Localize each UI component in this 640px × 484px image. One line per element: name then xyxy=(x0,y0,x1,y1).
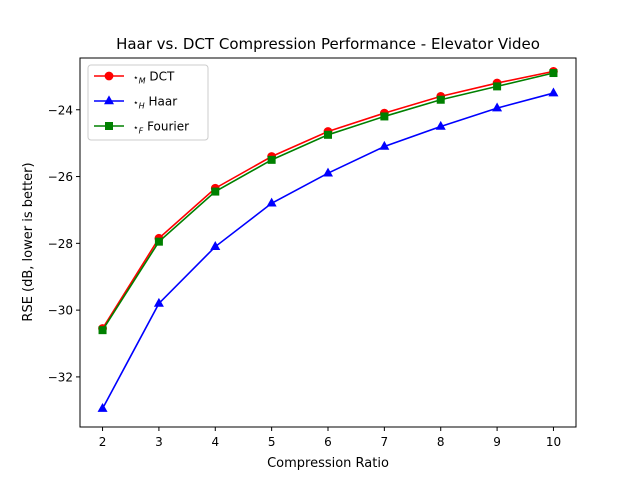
y-axis-label: RSE (dB, lower is better) xyxy=(21,162,36,321)
series-fourier xyxy=(98,69,558,335)
x-tick-label: 5 xyxy=(268,435,276,449)
data-point-fourier xyxy=(549,69,558,78)
chart-title: Haar vs. DCT Compression Performance - E… xyxy=(116,35,540,53)
y-tick-label: −30 xyxy=(48,304,73,318)
data-point-fourier xyxy=(493,82,502,91)
data-point-haar xyxy=(210,241,221,250)
data-point-haar xyxy=(97,403,108,412)
x-tick-label: 4 xyxy=(211,435,219,449)
x-tick-label: 2 xyxy=(99,435,107,449)
legend-label-dct: ⋆M DCT xyxy=(133,70,175,86)
legend-marker-dct xyxy=(104,71,114,81)
legend-label-haar: ⋆H Haar xyxy=(133,95,177,111)
x-tick-label: 7 xyxy=(381,435,389,449)
data-point-haar xyxy=(548,87,559,97)
data-point-haar xyxy=(322,167,334,177)
data-point-fourier xyxy=(211,187,220,196)
series-layer xyxy=(97,66,559,412)
y-axis: −32 −30 −28 −26 −24 xyxy=(48,103,80,384)
data-point-haar xyxy=(153,297,164,307)
data-point-haar xyxy=(435,120,446,130)
legend-label-fourier: ⋆F Fourier xyxy=(133,120,189,136)
data-point-fourier xyxy=(380,112,389,121)
data-point-fourier xyxy=(323,130,332,139)
y-tick-label: −32 xyxy=(48,370,73,384)
legend-marker-haar xyxy=(103,95,115,105)
data-point-fourier xyxy=(98,326,107,335)
x-tick-label: 10 xyxy=(546,435,561,449)
data-point-haar xyxy=(266,197,277,207)
x-tick-label: 8 xyxy=(437,435,445,449)
legend-item-haar: ⋆H Haar xyxy=(94,95,177,111)
data-point-fourier xyxy=(154,237,163,246)
x-tick-label: 6 xyxy=(324,435,332,449)
x-axis: 2 3 4 5 6 7 8 9 10 xyxy=(99,427,561,449)
legend-item-dct: ⋆M DCT xyxy=(94,70,175,86)
x-tick-label: 3 xyxy=(155,435,163,449)
y-tick-label: −24 xyxy=(48,103,73,117)
data-point-fourier xyxy=(267,155,276,164)
y-tick-label: −26 xyxy=(48,170,73,184)
x-axis-label: Compression Ratio xyxy=(267,456,389,471)
legend: ⋆M DCT ⋆H Haar ⋆F Fourier xyxy=(87,64,209,141)
y-tick-label: −28 xyxy=(48,237,73,251)
data-point-haar xyxy=(379,140,390,150)
legend-marker-fourier xyxy=(105,122,114,131)
data-point-fourier xyxy=(436,95,445,104)
x-tick-label: 9 xyxy=(493,435,501,449)
data-point-haar xyxy=(492,102,503,112)
series-haar xyxy=(97,87,559,412)
legend-item-fourier: ⋆F Fourier xyxy=(94,120,189,136)
legend-box xyxy=(87,64,209,141)
